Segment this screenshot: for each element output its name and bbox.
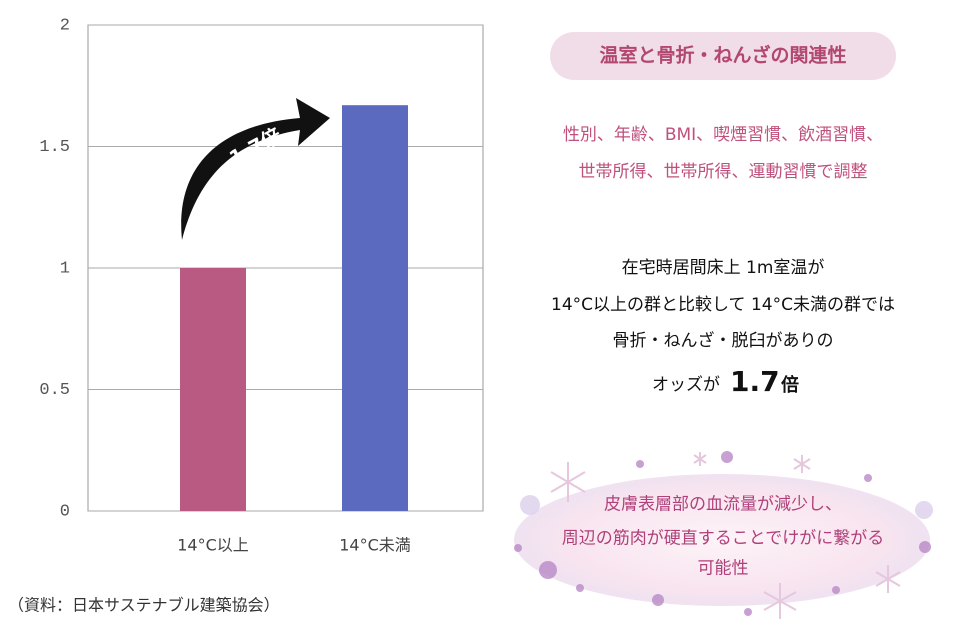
title-pill [550, 32, 896, 80]
decoration [514, 451, 933, 616]
y-tick-label: 2 [60, 16, 70, 35]
bar [180, 268, 246, 511]
source: （資料：日本サステナブル建築協会） [8, 596, 280, 615]
odds-value: 1.7 [730, 365, 780, 398]
adjustment: 世帯所得、世帯所得、運動習慣で調整 [579, 162, 868, 182]
y-tick-label: 0 [60, 502, 70, 521]
bar [342, 105, 408, 511]
x-tick-label: 14°C以上 [177, 536, 249, 555]
snowflakes [550, 452, 901, 619]
note-bubble [514, 474, 930, 606]
y-tick-label: 0.5 [39, 381, 70, 400]
finding: 骨折・ねんざ・脱臼がありの [613, 330, 834, 351]
note: 可能性 [698, 559, 749, 579]
odds-prefix: オッズが [652, 375, 720, 395]
panel-title: 温室と骨折・ねんざの関連性 [599, 44, 846, 67]
y-tick-label: 1.5 [39, 138, 70, 157]
adjustment: 性別、年齢、BMI、喫煙習慣、飲酒習慣、 [563, 125, 883, 145]
note: 周辺の筋肉が硬直することでけがに繋がる [562, 529, 885, 549]
finding: 在宅時居間床上 1m室温が [622, 258, 825, 278]
finding: 14°C以上の群と比較して 14°C未満の群では [551, 295, 895, 315]
odds-unit: 倍 [781, 374, 799, 396]
note: 皮膚表層部の血流量が減少し、 [604, 495, 842, 515]
x-tick-label: 14°C未満 [339, 536, 411, 555]
arrow [181, 98, 330, 240]
y-tick-label: 1 [60, 259, 70, 278]
